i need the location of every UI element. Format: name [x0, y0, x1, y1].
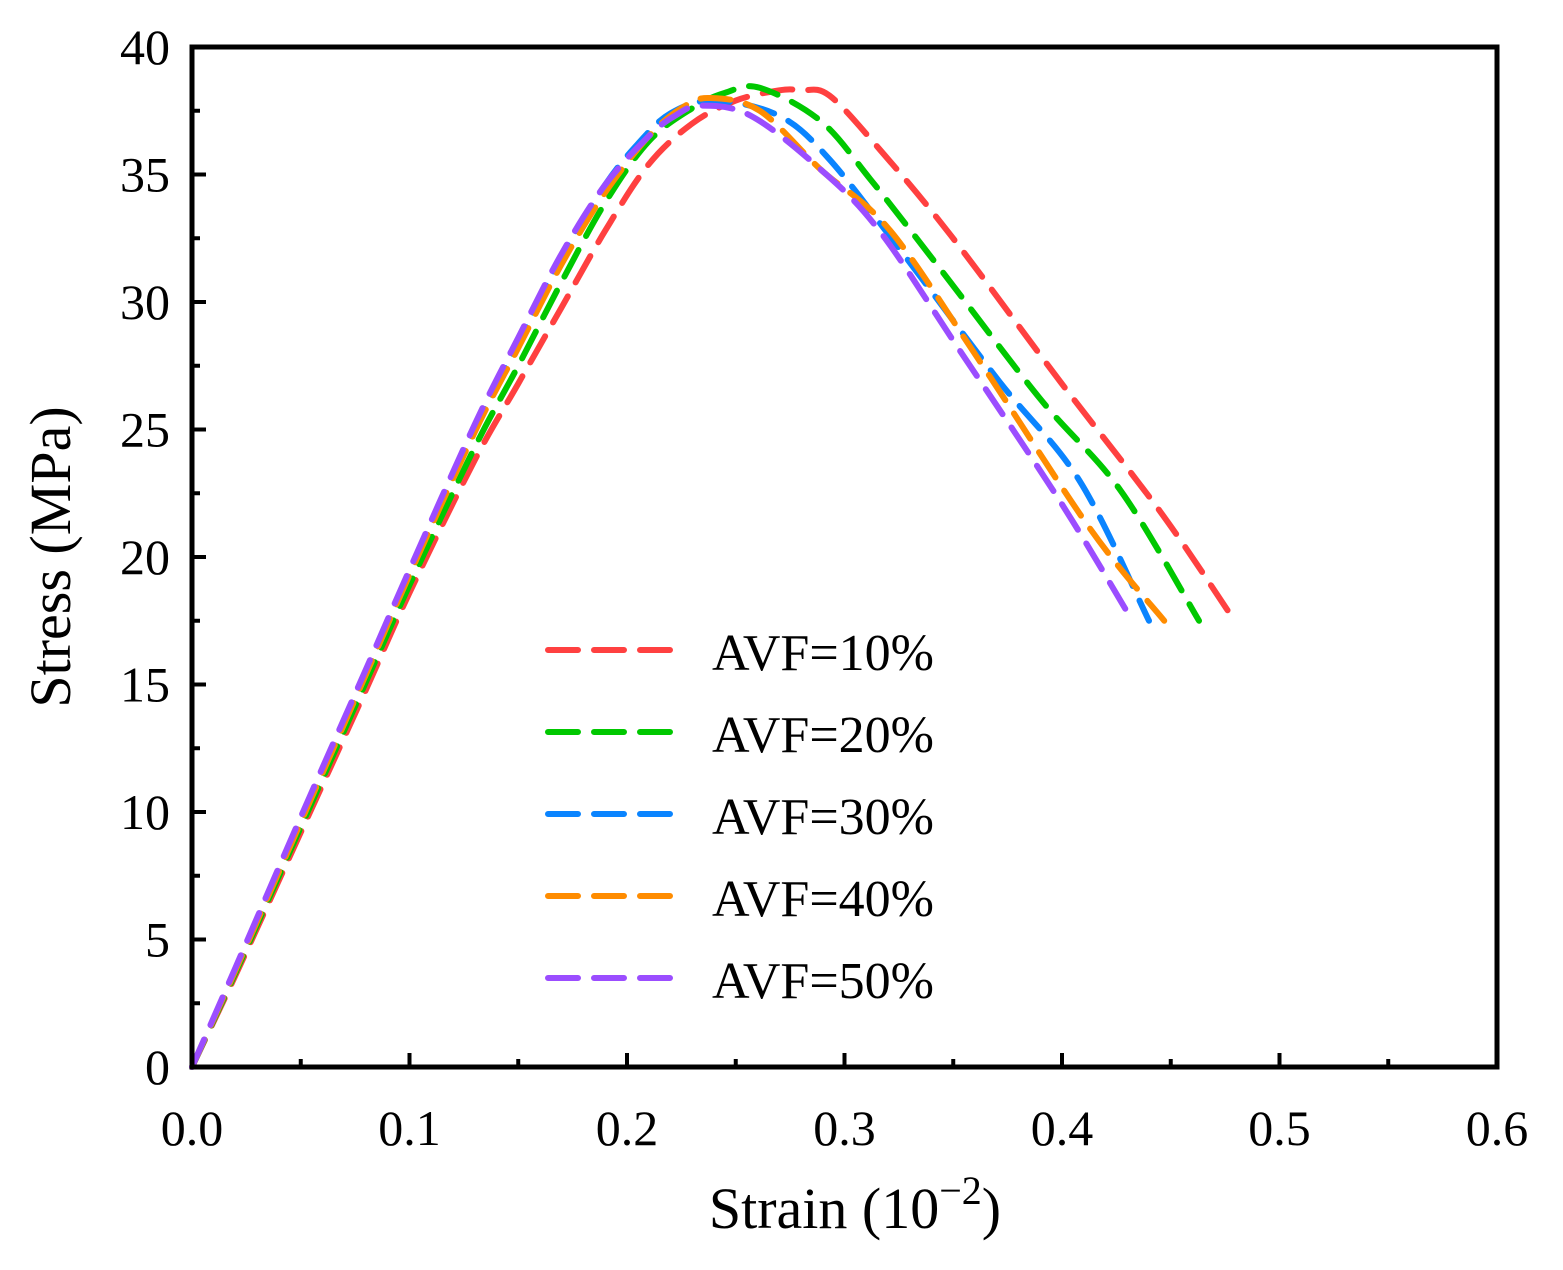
legend: AVF=10% AVF=20% AVF=30% AVF=40% AVF=50%: [545, 625, 934, 1010]
legend-item: AVF=30%: [545, 789, 934, 846]
legend-item: AVF=50%: [545, 953, 934, 1010]
x-axis-title: Strain (10−2): [709, 1168, 1001, 1241]
ticks-layer: 0.0 0.1 0.2 0.3 0.4 0.5 0.6 0 5 10 15 20 25 30 35 40: [120, 19, 1528, 1156]
series-line-1: [189, 86, 1233, 1070]
y-axis-title: Stress (MPa): [18, 406, 83, 707]
y-tick-label: 10: [120, 784, 170, 840]
y-tick-label: 40: [120, 19, 170, 75]
x-axis-title-main: Strain (10: [709, 1176, 939, 1241]
legend-label: AVF=20%: [712, 707, 934, 764]
x-axis-title-close: ): [982, 1176, 1001, 1241]
y-tick-label: 0: [145, 1039, 170, 1095]
y-tick-label: 15: [120, 657, 170, 713]
legend-item: AVF=10%: [545, 625, 934, 682]
y-tick-label: 30: [120, 274, 170, 330]
x-tick-label: 0.6: [1466, 1100, 1529, 1156]
x-tick-label: 0.1: [378, 1100, 441, 1156]
series-line-3: [189, 97, 1152, 1070]
y-tick-label: 35: [120, 147, 170, 203]
legend-item: AVF=20%: [545, 707, 934, 764]
x-tick-label: 0.5: [1248, 1100, 1311, 1156]
legend-label: AVF=50%: [712, 953, 934, 1010]
series-line-2: [189, 83, 1203, 1070]
x-tick-label: 0.2: [596, 1100, 659, 1156]
series-line-5: [189, 102, 1133, 1070]
x-tick-label: 0.0: [161, 1100, 224, 1156]
legend-label: AVF=40%: [712, 871, 934, 928]
x-tick-label: 0.4: [1031, 1100, 1094, 1156]
x-axis-title-exponent: −2: [939, 1168, 982, 1213]
legend-item: AVF=40%: [545, 871, 934, 928]
legend-label: AVF=10%: [712, 625, 934, 682]
y-tick-label: 20: [120, 529, 170, 585]
series-line-4: [189, 94, 1168, 1070]
series-layer: [189, 83, 1233, 1070]
x-tick-label: 0.3: [813, 1100, 876, 1156]
legend-label: AVF=30%: [712, 789, 934, 846]
y-tick-label: 25: [120, 402, 170, 458]
y-tick-label: 5: [145, 912, 170, 968]
